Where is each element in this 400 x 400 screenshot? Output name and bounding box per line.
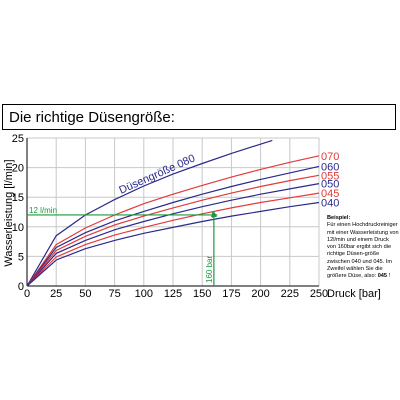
series-label-055: 055 (321, 170, 339, 182)
series-line-040 (26, 201, 320, 287)
series-line-055 (26, 174, 320, 287)
series-label-040: 040 (321, 198, 339, 210)
x-tick-label: 175 (222, 288, 240, 300)
note-text: Für einen Hochdruckreiniger mit einer Wa… (327, 222, 399, 280)
page-title: Die richtige Düsengröße: (9, 109, 175, 126)
series-line-050 (26, 183, 320, 287)
y-axis-label: Wasserleistung [l/min] (3, 159, 15, 266)
series-label-045: 045 (321, 188, 339, 200)
note-suffix: ! (387, 273, 391, 280)
series-line-060 (26, 165, 320, 287)
y-tick-label: 25 (12, 133, 24, 145)
x-tick-label: 200 (251, 288, 269, 300)
note-title: Beispiel: (327, 215, 351, 221)
x-tick-label: 0 (24, 288, 30, 300)
x-tick-label: 250 (310, 288, 328, 300)
series-line-070 (26, 155, 320, 287)
series-label-050: 050 (321, 179, 339, 191)
example-pressure-label: 160 bar (205, 256, 214, 283)
x-tick-label: 150 (193, 288, 211, 300)
example-pressure-arrow (210, 210, 217, 217)
series-label-070: 070 (321, 151, 339, 163)
x-tick-label: 75 (108, 288, 120, 300)
example-flow-label: 12 l/min (29, 206, 57, 215)
x-tick-label: 50 (79, 288, 91, 300)
note-answer: 045 (377, 273, 388, 280)
y-tick-label: 5 (18, 251, 24, 263)
series-label-060: 060 (321, 161, 339, 173)
series-lines (26, 139, 320, 287)
x-axis-label: Druck [bar] (327, 288, 381, 300)
x-tick-label: 25 (50, 288, 62, 300)
y-tick-label: 0 (18, 281, 24, 293)
example-annotation: 12 l/min 160 bar (27, 206, 218, 286)
y-tick-label: 15 (12, 192, 24, 204)
axes: 0 25 50 75 100 125 150 175 200 225 250 0 5 10 15 20 25 Dr… (3, 133, 381, 300)
x-tick-label: 225 (281, 288, 299, 300)
title-box: Die richtige Düsengröße: (2, 104, 396, 130)
series-line-080 (26, 139, 273, 287)
x-tick-label: 100 (135, 288, 153, 300)
y-tick-label: 10 (12, 222, 24, 234)
y-tick-label: 20 (12, 163, 24, 175)
x-tick-label: 125 (164, 288, 182, 300)
example-note: Beispiel: Für einen Hochdruckreiniger mi… (327, 215, 399, 281)
series-line-045 (26, 192, 320, 287)
